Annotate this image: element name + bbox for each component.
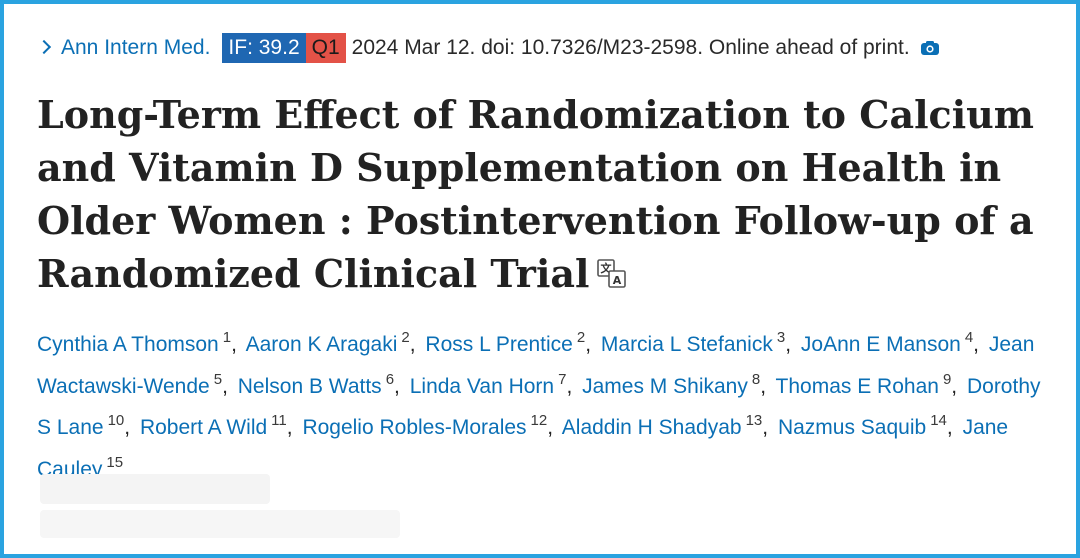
author-link[interactable]: Cynthia A Thomson bbox=[37, 333, 219, 356]
journal-name: Ann Intern Med. bbox=[61, 36, 211, 59]
author-entry: Linda Van Horn 7, bbox=[409, 371, 577, 398]
article-title-text: Long-Term Effect of Randomization to Cal… bbox=[37, 92, 1034, 296]
author-entry: Robert A Wild 11, bbox=[139, 412, 297, 439]
author-separator: , bbox=[222, 374, 228, 398]
author-entry: JoAnn E Manson 4, bbox=[800, 329, 983, 356]
author-separator: , bbox=[286, 416, 293, 439]
author-separator: , bbox=[566, 374, 573, 398]
author-entry: Nazmus Saquib 14, bbox=[777, 412, 957, 439]
camera-icon[interactable] bbox=[920, 40, 940, 56]
author-link[interactable]: Thomas E Rohan bbox=[775, 374, 939, 398]
author-link[interactable]: Ross L Prentice bbox=[425, 333, 573, 356]
author-separator: , bbox=[951, 374, 958, 398]
author-link[interactable]: Aladdin H Shadyab bbox=[561, 416, 742, 439]
affiliation-number[interactable]: 14 bbox=[930, 412, 947, 429]
affiliation-number[interactable]: 15 bbox=[106, 453, 124, 471]
article-title: Long-Term Effect of Randomization to Cal… bbox=[37, 88, 1047, 300]
citation-line: Ann Intern Med. IF: 39.2 Q1 2024 Mar 12.… bbox=[36, 33, 940, 63]
author-separator: , bbox=[760, 374, 767, 398]
affiliation-number[interactable]: 10 bbox=[107, 412, 125, 429]
affiliation-number[interactable]: 2 bbox=[401, 329, 410, 346]
author-link[interactable]: JoAnn E Manson bbox=[800, 333, 961, 356]
author-link[interactable]: Dorothy S Lane bbox=[37, 374, 1041, 440]
author-separator: , bbox=[946, 416, 953, 439]
affiliation-number[interactable]: 9 bbox=[942, 370, 952, 388]
journal-link[interactable]: Ann Intern Med. bbox=[36, 36, 211, 60]
affiliation-number[interactable]: 6 bbox=[385, 370, 395, 388]
author-entry: Aladdin H Shadyab 13, bbox=[561, 412, 772, 439]
affiliation-number[interactable]: 3 bbox=[776, 329, 786, 346]
blurred-content bbox=[40, 474, 270, 504]
chevron-right-icon bbox=[36, 39, 52, 55]
svg-text:A: A bbox=[613, 274, 622, 287]
author-entry: Dorothy S Lane 10, bbox=[37, 375, 1041, 440]
author-link[interactable]: Rogelio Robles-Morales bbox=[302, 416, 527, 439]
author-entry: Thomas E Rohan 9, bbox=[775, 371, 962, 398]
author-entry: Nelson B Watts 6, bbox=[237, 371, 404, 398]
author-link[interactable]: Marcia L Stefanick bbox=[600, 333, 773, 356]
translate-icon[interactable]: 文 A bbox=[597, 259, 627, 289]
affiliation-number[interactable]: 12 bbox=[530, 412, 548, 429]
author-entry: James M Shikany 8, bbox=[582, 371, 770, 398]
author-link[interactable]: Jean Wactawski-Wende bbox=[37, 333, 1035, 398]
author-entry: Jean Wactawski-Wende 5, bbox=[37, 333, 1034, 398]
author-separator: , bbox=[409, 333, 416, 356]
affiliation-number[interactable]: 8 bbox=[751, 370, 761, 388]
author-entry: Marcia L Stefanick 3, bbox=[600, 329, 795, 356]
author-separator: , bbox=[973, 333, 980, 356]
quartile-badge: Q1 bbox=[305, 33, 346, 63]
author-list: Cynthia A Thomson 1, Aaron K Aragaki 2, Ro… bbox=[37, 321, 1047, 487]
author-link[interactable]: Aaron K Aragaki bbox=[245, 333, 398, 356]
author-separator: , bbox=[585, 333, 592, 356]
affiliation-number[interactable]: 11 bbox=[271, 412, 287, 429]
author-entry: Cynthia A Thomson 1, bbox=[37, 329, 241, 356]
author-link[interactable]: Linda Van Horn bbox=[409, 374, 555, 398]
author-separator: , bbox=[394, 374, 400, 398]
author-separator: , bbox=[547, 416, 554, 439]
affiliation-number[interactable]: 13 bbox=[745, 412, 763, 429]
author-separator: , bbox=[124, 416, 131, 439]
affiliation-number[interactable]: 4 bbox=[964, 329, 974, 346]
impact-factor-badge: IF: 39.2 bbox=[222, 33, 306, 63]
affiliation-number[interactable]: 7 bbox=[558, 370, 567, 388]
author-link[interactable]: Robert A Wild bbox=[139, 416, 268, 439]
affiliation-number[interactable]: 2 bbox=[576, 329, 586, 346]
author-link[interactable]: James M Shikany bbox=[582, 374, 748, 398]
affiliation-number[interactable]: 1 bbox=[222, 329, 232, 346]
author-entry: Ross L Prentice 2, bbox=[425, 329, 595, 356]
author-entry: Rogelio Robles-Morales 12, bbox=[302, 412, 557, 439]
publication-info: 2024 Mar 12. doi: 10.7326/M23-2598. Onli… bbox=[351, 36, 910, 59]
author-separator: , bbox=[762, 416, 769, 439]
author-link[interactable]: Nelson B Watts bbox=[237, 374, 382, 398]
blurred-content bbox=[40, 510, 400, 538]
author-separator: , bbox=[785, 333, 792, 356]
author-separator: , bbox=[231, 333, 237, 356]
author-entry: Aaron K Aragaki 2, bbox=[245, 329, 420, 356]
affiliation-number[interactable]: 5 bbox=[213, 370, 223, 388]
author-link[interactable]: Nazmus Saquib bbox=[777, 416, 927, 439]
